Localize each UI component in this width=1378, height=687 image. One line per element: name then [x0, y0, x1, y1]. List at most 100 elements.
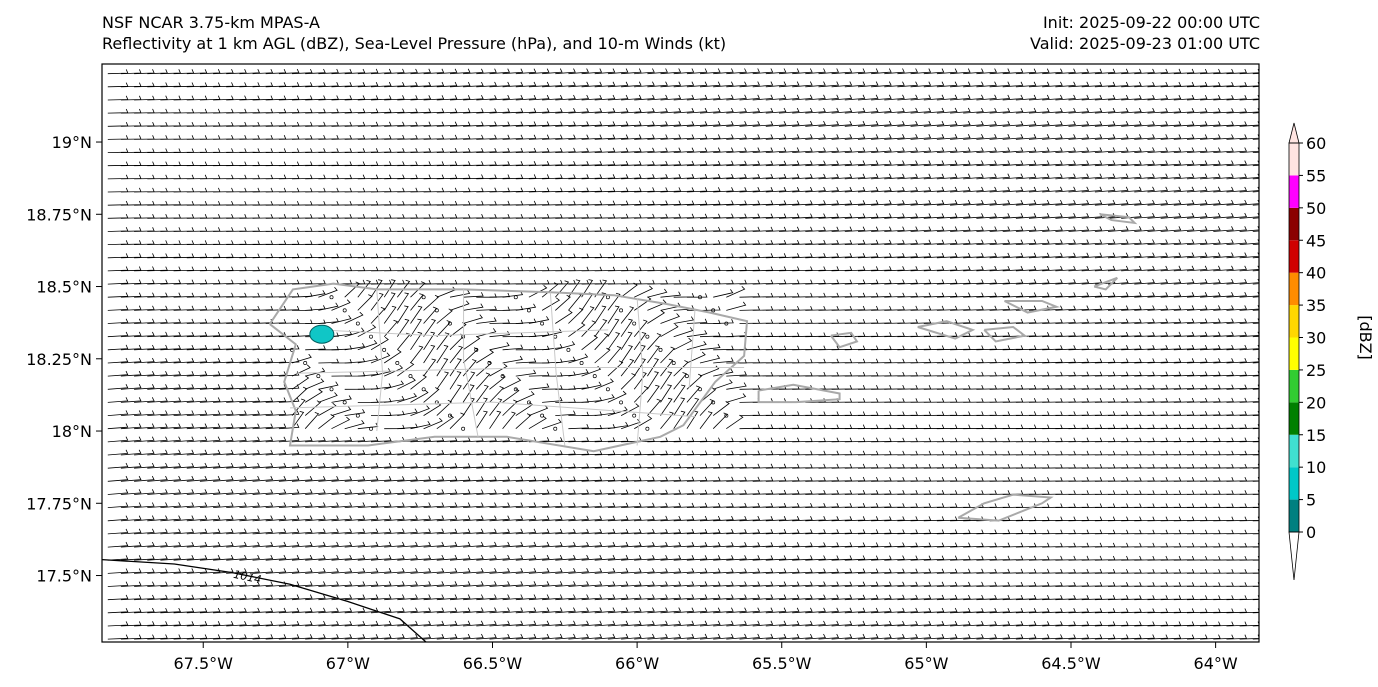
wind-barb — [1002, 147, 1024, 153]
wind-barb — [897, 594, 919, 601]
wind-barb — [1107, 199, 1129, 206]
wind-barb — [686, 253, 708, 259]
wind-barb — [1160, 226, 1182, 232]
wind-barb — [1002, 68, 1024, 75]
wind-barb — [226, 502, 247, 508]
wind-barb — [265, 568, 287, 574]
wind-barb — [252, 475, 274, 482]
wind-barb — [726, 489, 747, 495]
wind-barb — [489, 528, 511, 535]
wind-barb — [555, 200, 576, 206]
wind-barb — [107, 370, 129, 377]
wind-barb — [1160, 212, 1182, 219]
wind-barb — [1200, 318, 1221, 324]
wind-barb — [396, 305, 409, 324]
wind-barb — [331, 108, 353, 114]
wind-barb — [107, 541, 129, 548]
wind-barb — [607, 332, 621, 351]
wind-barb — [1134, 265, 1155, 272]
wind-barb — [1055, 568, 1076, 574]
wind-barb — [463, 436, 484, 443]
wind-barb — [818, 147, 840, 153]
wind-barb — [370, 489, 392, 495]
wind-barb — [357, 554, 379, 561]
wind-barb — [542, 187, 563, 193]
wind-barb — [1173, 278, 1195, 285]
wind-barb — [199, 292, 221, 298]
wind-barb — [844, 305, 866, 311]
wind-barb — [357, 148, 379, 153]
wind-barb — [686, 213, 708, 219]
wind-barb — [673, 187, 695, 193]
wind-barb — [844, 555, 866, 561]
wind-barb — [778, 239, 800, 245]
wind-barb — [792, 266, 813, 272]
wind-barb — [1213, 186, 1234, 193]
wind-barb — [239, 462, 260, 469]
wind-barb — [252, 449, 274, 456]
wind-barb — [1015, 292, 1037, 298]
wind-barb — [1081, 186, 1103, 193]
wind-barb — [1213, 160, 1234, 167]
wind-barb — [1121, 371, 1142, 377]
wind-barb — [463, 568, 484, 574]
wind-barb — [923, 160, 945, 167]
wind-barb — [1186, 397, 1208, 403]
wind-barb — [673, 397, 686, 416]
wind-barb — [647, 187, 669, 193]
wind-barb — [1147, 265, 1169, 272]
wind-barb — [607, 554, 629, 561]
wind-barb — [1200, 68, 1221, 75]
wind-barb — [1028, 107, 1050, 114]
wind-barb — [1186, 305, 1208, 311]
wind-barb — [792, 502, 813, 508]
wind-barb — [331, 489, 353, 495]
wind-barb — [1107, 278, 1129, 285]
wind-barb — [1081, 371, 1103, 377]
wind-barb — [660, 323, 679, 338]
wind-barb — [1094, 68, 1116, 75]
wind-barb — [818, 120, 840, 127]
wind-barb — [871, 607, 892, 614]
wind-barb — [357, 620, 379, 627]
wind-barb — [186, 358, 208, 364]
wind-barb — [357, 436, 379, 443]
wind-barb — [1147, 608, 1169, 614]
wind-barb — [686, 81, 708, 88]
wind-barb — [660, 134, 682, 140]
wind-barb — [936, 581, 958, 587]
wind-barb — [265, 358, 287, 364]
wind-barb — [555, 94, 576, 101]
wind-barb — [594, 292, 607, 311]
wind-barb — [963, 120, 984, 127]
calm-marker — [303, 361, 308, 365]
wind-barb — [542, 463, 563, 469]
wind-barb — [410, 476, 432, 482]
wind-barb — [976, 160, 997, 167]
wind-barb — [633, 332, 647, 351]
wind-barb — [410, 318, 422, 337]
wind-barb — [1226, 358, 1247, 364]
wind-barb — [134, 279, 155, 285]
wind-barb — [831, 107, 853, 114]
wind-barb — [423, 581, 445, 587]
wind-barb — [410, 331, 423, 351]
wind-barb — [542, 450, 563, 456]
wind-barb — [1028, 358, 1050, 364]
wind-barb — [370, 568, 392, 574]
wind-barb — [226, 634, 247, 640]
wind-barb — [699, 607, 721, 614]
wind-barb — [199, 318, 221, 324]
wind-barb — [831, 147, 853, 153]
wind-barb — [1226, 634, 1247, 640]
wind-barb — [1160, 94, 1182, 101]
wind-barb — [147, 397, 168, 403]
wind-barb — [1160, 634, 1182, 640]
wind-barb — [252, 528, 274, 535]
wind-barb — [989, 186, 1011, 193]
wind-barb — [857, 607, 879, 614]
wind-barb — [1226, 199, 1248, 206]
wind-barb — [331, 620, 353, 627]
wind-barb — [897, 516, 918, 522]
wind-barb — [1094, 634, 1116, 640]
